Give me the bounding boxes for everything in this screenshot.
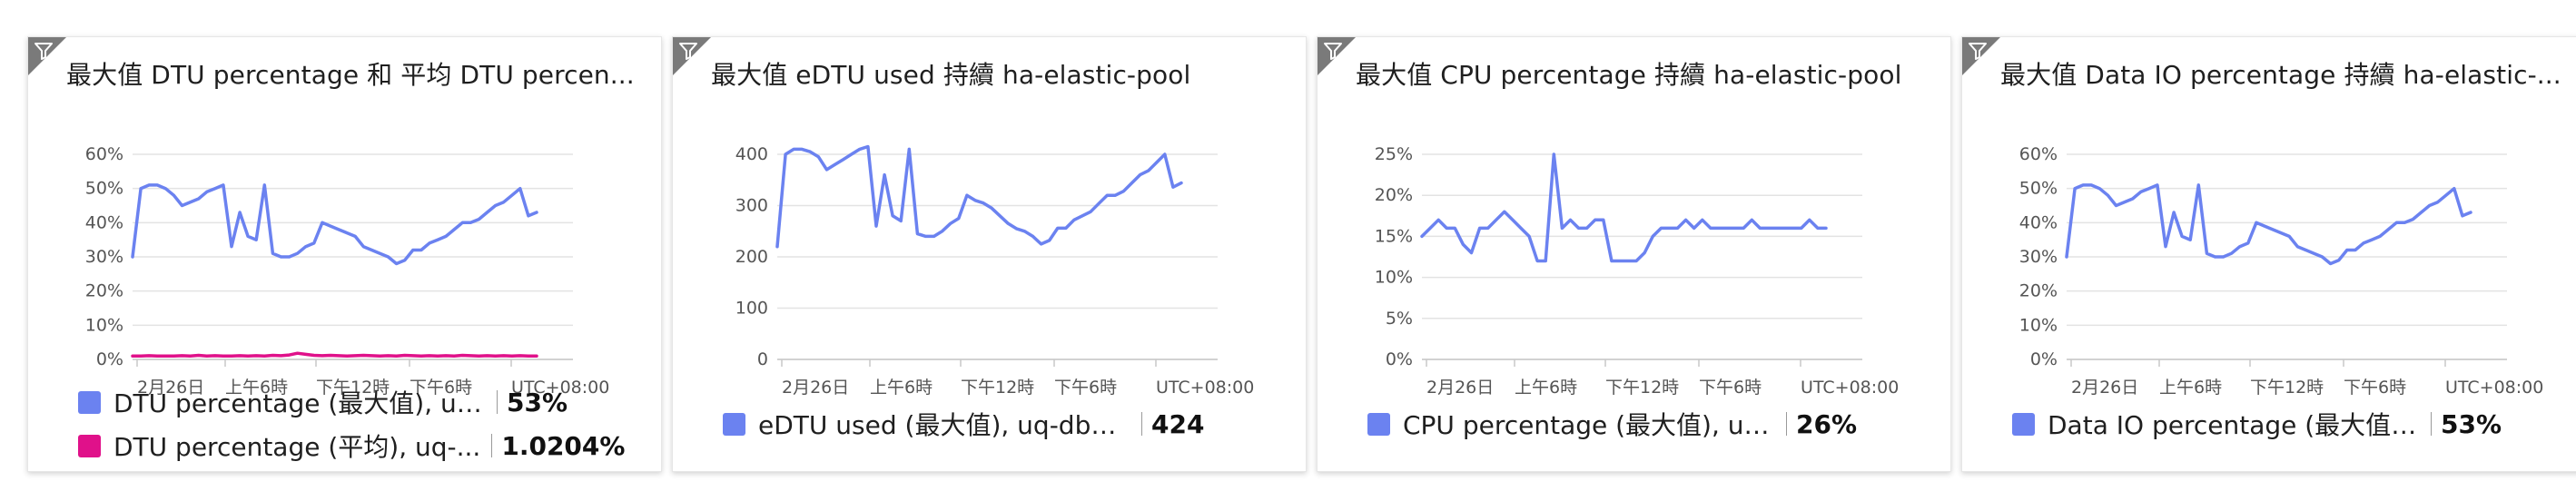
- legend-value: 53%: [2441, 408, 2502, 439]
- filter-icon[interactable]: [1968, 41, 1988, 61]
- y-tick-label: 20%: [2019, 281, 2058, 301]
- x-tick-label: 2月26日: [2071, 378, 2138, 398]
- x-tick-label: 上午6時: [225, 378, 288, 398]
- series-line: [1420, 152, 1828, 263]
- y-tick-label: 0%: [2030, 349, 2058, 369]
- line-chart: 60% 50% 40% 30% 20% 10% 0% 2月26日 上午6時 下午12時 下午6時 UT…: [2019, 144, 2544, 398]
- legend-value: 1.0204%: [501, 430, 626, 461]
- y-tick-label: 10%: [85, 315, 123, 335]
- x-tick-label: UTC+08:00: [511, 378, 609, 398]
- y-tick-label: 30%: [85, 247, 123, 267]
- line-chart: 400 300 200 100 0 2月26日 上午6時 下午12時 下午6時 UTC+08:00: [735, 144, 1255, 398]
- legend-item[interactable]: CPU percentage (最大值), uq-d... 26%: [1367, 402, 1930, 446]
- y-tick-label: 15%: [1375, 226, 1413, 246]
- filter-icon[interactable]: [1323, 41, 1343, 61]
- y-tick-label: 50%: [2019, 179, 2058, 199]
- series-line: [775, 144, 1183, 249]
- x-tick-label: 下午6時: [2344, 378, 2406, 398]
- y-tick-label: 20%: [1375, 185, 1413, 205]
- metric-tile-edtu[interactable]: 最大值 eDTU used 持續 ha-elastic-pool 400 300 2…: [672, 36, 1307, 472]
- y-tick-label: 100: [735, 299, 768, 319]
- y-tick-label: 60%: [2019, 144, 2058, 164]
- legend-swatch: [1367, 412, 1390, 436]
- x-tick-label: 上午6時: [1515, 378, 1577, 398]
- chart-legend: CPU percentage (最大值), uq-d... 26%: [1367, 402, 1930, 446]
- series-line: [2065, 183, 2472, 266]
- y-tick-label: 40%: [2019, 212, 2058, 232]
- filter-icon[interactable]: [34, 41, 54, 61]
- y-tick-label: 50%: [85, 179, 123, 199]
- line-chart: 25% 20% 15% 10% 5% 0% 2月26日 上午6時 下午12時 下午6時 UTC+08…: [1375, 144, 1900, 398]
- x-tick-label: 下午12時: [2250, 378, 2324, 398]
- metric-tile-cpu[interactable]: 最大值 CPU percentage 持續 ha-elastic-pool 25…: [1317, 36, 1951, 472]
- x-tick-label: 下午12時: [316, 378, 390, 398]
- tile-title: 最大值 DTU percentage 和 平均 DTU percen...: [66, 60, 635, 90]
- tile-title: 最大值 eDTU used 持續 ha-elastic-pool: [711, 60, 1191, 90]
- x-tick-label: 下午12時: [961, 378, 1034, 398]
- x-tick-label: 下午6時: [1054, 378, 1117, 398]
- y-tick-label: 20%: [85, 281, 123, 301]
- legend-value: 53%: [507, 387, 568, 418]
- legend-swatch: [2012, 412, 2035, 436]
- legend-separator: [497, 390, 498, 414]
- chart-legend: DTU percentage (最大值), uq-d... 53% DTU pe…: [78, 380, 641, 467]
- y-tick-label: 40%: [85, 212, 123, 232]
- tile-title: 最大值 Data IO percentage 持續 ha-elastic-...: [2000, 60, 2561, 90]
- legend-item[interactable]: DTU percentage (最大值), uq-d... 53%: [78, 380, 641, 424]
- x-tick-label: UTC+08:00: [2445, 378, 2543, 398]
- x-tick-label: 2月26日: [137, 378, 204, 398]
- legend-item[interactable]: eDTU used (最大值), uq-db1-v... 424: [723, 402, 1286, 446]
- y-tick-label: 10%: [2019, 315, 2058, 335]
- line-chart: 60% 50% 40% 30% 20% 10% 0% 2月26日 上午6時 下午12時 下午6時 UT…: [85, 144, 610, 398]
- metric-tile-data-io[interactable]: 最大值 Data IO percentage 持續 ha-elastic-...…: [1961, 36, 2576, 472]
- legend-separator: [491, 434, 493, 457]
- legend-item[interactable]: Data IO percentage (最大值), u... 53%: [2012, 402, 2575, 446]
- legend-separator: [2431, 412, 2432, 436]
- x-tick-label: UTC+08:00: [1801, 378, 1899, 398]
- y-tick-label: 300: [735, 196, 768, 216]
- y-tick-label: 400: [735, 144, 768, 164]
- y-tick-label: 25%: [1375, 144, 1413, 164]
- legend-swatch: [78, 390, 101, 414]
- x-tick-label: 下午12時: [1605, 378, 1679, 398]
- chart-legend: Data IO percentage (最大值), u... 53%: [2012, 402, 2575, 446]
- legend-separator: [1786, 412, 1787, 436]
- x-tick-label: 2月26日: [1426, 378, 1494, 398]
- legend-item[interactable]: DTU percentage (平均), uq-... 1.0204%: [78, 424, 641, 467]
- x-tick-label: 上午6時: [870, 378, 933, 398]
- legend-value: 26%: [1796, 408, 1858, 439]
- legend-label: DTU percentage (平均), uq-...: [114, 432, 481, 462]
- series-line: [131, 183, 538, 266]
- legend-label: eDTU used (最大值), uq-db1-v...: [758, 410, 1130, 440]
- legend-label: CPU percentage (最大值), uq-d...: [1403, 410, 1775, 440]
- metric-tile-dtu[interactable]: 最大值 DTU percentage 和 平均 DTU percen... 60…: [27, 36, 662, 472]
- y-tick-label: 0%: [96, 349, 123, 369]
- legend-separator: [1141, 412, 1142, 436]
- legend-swatch: [723, 412, 745, 436]
- tile-title: 最大值 CPU percentage 持續 ha-elastic-pool: [1356, 60, 1902, 90]
- x-tick-label: 下午6時: [1699, 378, 1762, 398]
- chart-legend: eDTU used (最大值), uq-db1-v... 424: [723, 402, 1286, 446]
- legend-label: DTU percentage (最大值), uq-d...: [114, 388, 486, 418]
- y-tick-label: 5%: [1386, 309, 1413, 329]
- y-tick-label: 30%: [2019, 247, 2058, 267]
- y-tick-label: 10%: [1375, 268, 1413, 288]
- y-tick-label: 60%: [85, 144, 123, 164]
- x-tick-label: 上午6時: [2159, 378, 2222, 398]
- y-tick-label: 0: [757, 349, 768, 369]
- series-line: [131, 351, 538, 358]
- legend-swatch: [78, 434, 101, 457]
- x-tick-label: UTC+08:00: [1156, 378, 1254, 398]
- x-tick-label: 2月26日: [782, 378, 849, 398]
- filter-icon[interactable]: [678, 41, 698, 61]
- legend-label: Data IO percentage (最大值), u...: [2048, 410, 2420, 440]
- y-tick-label: 0%: [1386, 349, 1413, 369]
- legend-value: 424: [1151, 408, 1205, 439]
- x-tick-label: 下午6時: [410, 378, 472, 398]
- y-tick-label: 200: [735, 247, 768, 267]
